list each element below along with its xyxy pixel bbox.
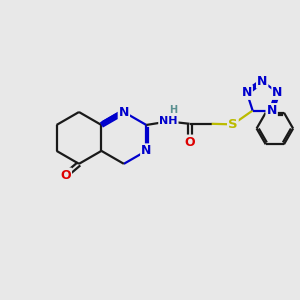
Text: NH: NH bbox=[159, 116, 178, 126]
Text: N: N bbox=[272, 86, 283, 99]
Text: S: S bbox=[228, 118, 238, 131]
Text: O: O bbox=[184, 136, 195, 148]
Text: N: N bbox=[119, 106, 129, 118]
Text: N: N bbox=[266, 104, 277, 117]
Text: N: N bbox=[242, 86, 252, 99]
Text: N: N bbox=[257, 75, 267, 88]
Text: O: O bbox=[60, 169, 71, 182]
Text: H: H bbox=[169, 105, 177, 115]
Text: N: N bbox=[141, 144, 152, 158]
